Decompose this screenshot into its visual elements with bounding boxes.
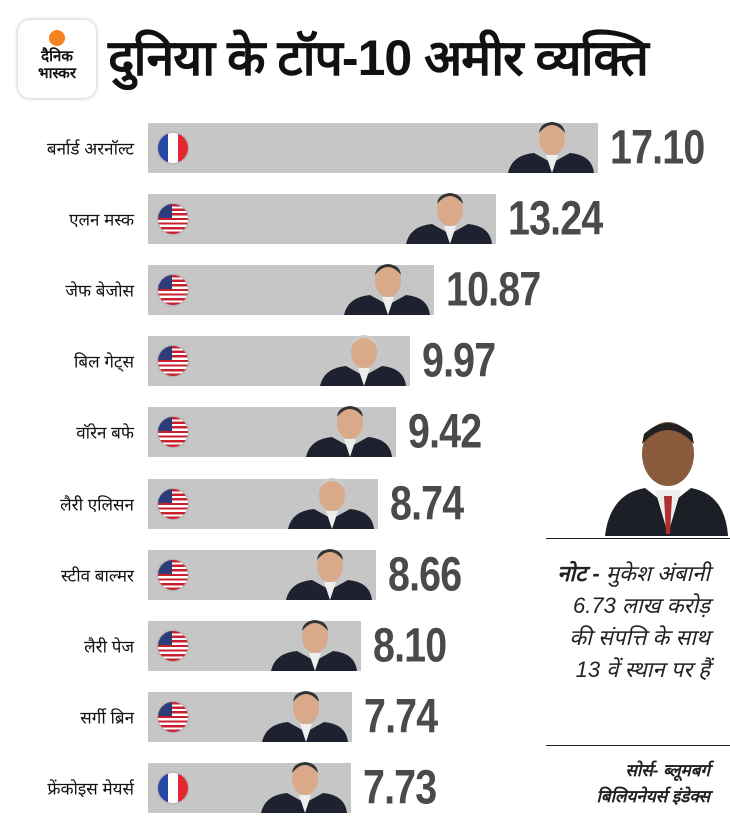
usa-flag-icon [158, 204, 188, 235]
sun-icon [49, 30, 65, 46]
person-photo [344, 264, 431, 316]
usa-flag-icon [158, 701, 188, 732]
value-label: 7.73 [363, 761, 437, 815]
usa-flag-icon [158, 488, 188, 519]
person-name: फ्रेंकोइस मेयर्स [47, 779, 134, 799]
value-label: 8.74 [390, 477, 464, 530]
person-photo [261, 690, 348, 742]
person-photo [271, 619, 358, 671]
person-name: स्टीव बाल्मर [61, 566, 134, 586]
person-name: सर्गी ब्रिन [80, 708, 134, 728]
value-label: 9.97 [422, 334, 496, 388]
person-name: जेफ बेजोस [65, 281, 134, 301]
person-photo [285, 548, 372, 600]
usa-flag-icon [158, 630, 188, 661]
person-name: वॉरेन बफे [76, 423, 134, 443]
person-name: लैरी एलिसन [60, 495, 134, 514]
value-label: 7.74 [363, 690, 438, 744]
france-flag-icon [158, 772, 188, 803]
person-photo [508, 122, 594, 173]
value-label: 13.24 [508, 192, 603, 246]
person-photo [261, 761, 348, 813]
source-text: सोर्स- ब्लूमबर्ग बिलियनेयर्स इंडेक्स [548, 758, 710, 810]
logo-line1: दैनिक [41, 48, 73, 65]
person-name: एलन मस्क [69, 210, 134, 230]
source-line1: सोर्स- ब्लूमबर्ग [625, 761, 710, 780]
usa-flag-icon [158, 559, 188, 590]
person-name: बर्नार्ड अरनॉल्ट [46, 139, 134, 159]
person-photo [305, 406, 392, 458]
person-photo [320, 335, 407, 387]
divider [546, 538, 730, 539]
person-name: लैरी पेज [84, 637, 134, 657]
value-label: 8.10 [373, 619, 447, 673]
usa-flag-icon [158, 417, 188, 448]
usa-flag-icon [158, 275, 188, 306]
person-name: बिल गेट्स [74, 352, 134, 372]
usa-flag-icon [158, 346, 188, 377]
value-label: 10.87 [446, 263, 541, 317]
logo-line2: भास्कर [38, 65, 76, 82]
value-label: 8.66 [387, 548, 462, 602]
divider [546, 745, 730, 746]
person-photo [288, 477, 374, 529]
dainik-bhaskar-logo: दैनिक भास्कर [18, 20, 96, 98]
france-flag-icon [158, 133, 188, 163]
person-photo [406, 193, 493, 245]
chart-title: दुनिया के टॉप-10 अमीर व्यक्ति [108, 30, 649, 86]
note-text: नोट - मुकेश अंबानी 6.73 लाख करोड़ की संप… [548, 558, 710, 686]
value-label: 9.42 [407, 405, 482, 459]
value-label: 17.10 [610, 121, 705, 175]
source-line2: बिलियनेयर्स इंडेक्स [596, 787, 710, 806]
mukesh-ambani-photo [600, 416, 730, 536]
note-body: मुकेश अंबानी 6.73 लाख करोड़ की संपत्ति क… [569, 561, 710, 682]
note-label: नोट - [557, 561, 600, 586]
